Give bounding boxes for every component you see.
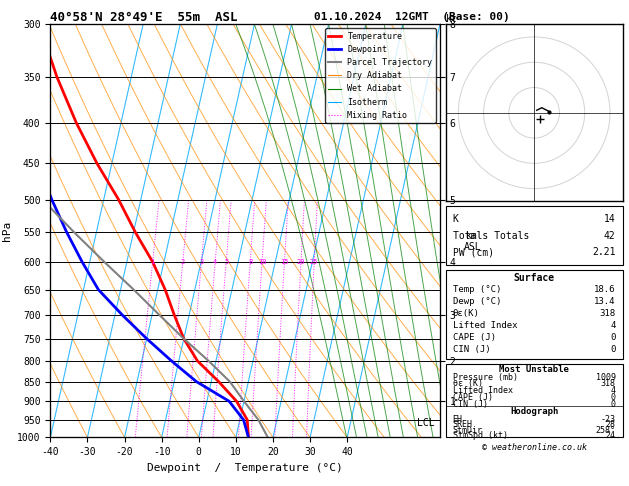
Text: SREH: SREH [453, 420, 472, 429]
Text: θε(K): θε(K) [453, 309, 479, 318]
Text: 10: 10 [258, 259, 266, 265]
Text: Totals Totals: Totals Totals [453, 231, 529, 241]
Text: -23: -23 [601, 415, 616, 423]
Text: CAPE (J): CAPE (J) [453, 333, 496, 342]
Text: θε (K): θε (K) [453, 380, 482, 388]
Text: 15: 15 [280, 259, 289, 265]
Text: 1009: 1009 [596, 372, 616, 382]
Text: 4: 4 [213, 259, 217, 265]
Text: 28: 28 [606, 420, 616, 429]
Text: 318: 318 [601, 380, 616, 388]
Text: 5: 5 [224, 259, 228, 265]
Text: PW (cm): PW (cm) [453, 247, 494, 257]
Legend: Temperature, Dewpoint, Parcel Trajectory, Dry Adiabat, Wet Adiabat, Isotherm, Mi: Temperature, Dewpoint, Parcel Trajectory… [325, 29, 436, 123]
Text: 0: 0 [610, 345, 616, 354]
Text: 20: 20 [297, 259, 305, 265]
Text: Dewp (°C): Dewp (°C) [453, 297, 501, 306]
Text: 0: 0 [610, 333, 616, 342]
Text: 4: 4 [611, 386, 616, 395]
Text: Surface: Surface [514, 273, 555, 283]
Text: CIN (J): CIN (J) [453, 345, 491, 354]
Text: 2.21: 2.21 [592, 247, 616, 257]
Text: CAPE (J): CAPE (J) [453, 393, 493, 402]
Text: 42: 42 [604, 231, 616, 241]
Text: 0: 0 [611, 393, 616, 402]
Text: Temp (°C): Temp (°C) [453, 285, 501, 294]
Text: Most Unstable: Most Unstable [499, 365, 569, 374]
Text: © weatheronline.co.uk: © weatheronline.co.uk [482, 443, 587, 452]
Text: 4: 4 [610, 321, 616, 330]
Text: CIN (J): CIN (J) [453, 400, 487, 409]
Text: Pressure (mb): Pressure (mb) [453, 372, 518, 382]
Text: LCL: LCL [418, 418, 435, 428]
Text: 3: 3 [199, 259, 204, 265]
Text: Lifted Index: Lifted Index [453, 386, 513, 395]
Text: 18.6: 18.6 [594, 285, 616, 294]
Text: 0: 0 [611, 400, 616, 409]
Y-axis label: km
ASL: km ASL [464, 231, 481, 252]
Text: Hodograph: Hodograph [510, 407, 559, 416]
Text: 14: 14 [604, 214, 616, 224]
Text: EH: EH [453, 415, 463, 423]
Text: Lifted Index: Lifted Index [453, 321, 517, 330]
Text: 2: 2 [181, 259, 185, 265]
Text: K: K [453, 214, 459, 224]
Text: kt: kt [446, 14, 457, 24]
Text: 1: 1 [150, 259, 155, 265]
Text: StmSpd (kt): StmSpd (kt) [453, 432, 508, 440]
Text: StmDir: StmDir [453, 426, 482, 435]
Text: 8: 8 [248, 259, 252, 265]
Y-axis label: hPa: hPa [1, 221, 11, 241]
Text: 25: 25 [310, 259, 318, 265]
Text: 258°: 258° [596, 426, 616, 435]
Text: 318: 318 [599, 309, 616, 318]
X-axis label: Dewpoint  /  Temperature (°C): Dewpoint / Temperature (°C) [147, 463, 343, 473]
Text: 13.4: 13.4 [594, 297, 616, 306]
Text: 40°58'N 28°49'E  55m  ASL: 40°58'N 28°49'E 55m ASL [50, 11, 238, 24]
Text: 24: 24 [606, 432, 616, 440]
Text: 01.10.2024  12GMT  (Base: 00): 01.10.2024 12GMT (Base: 00) [314, 12, 510, 22]
